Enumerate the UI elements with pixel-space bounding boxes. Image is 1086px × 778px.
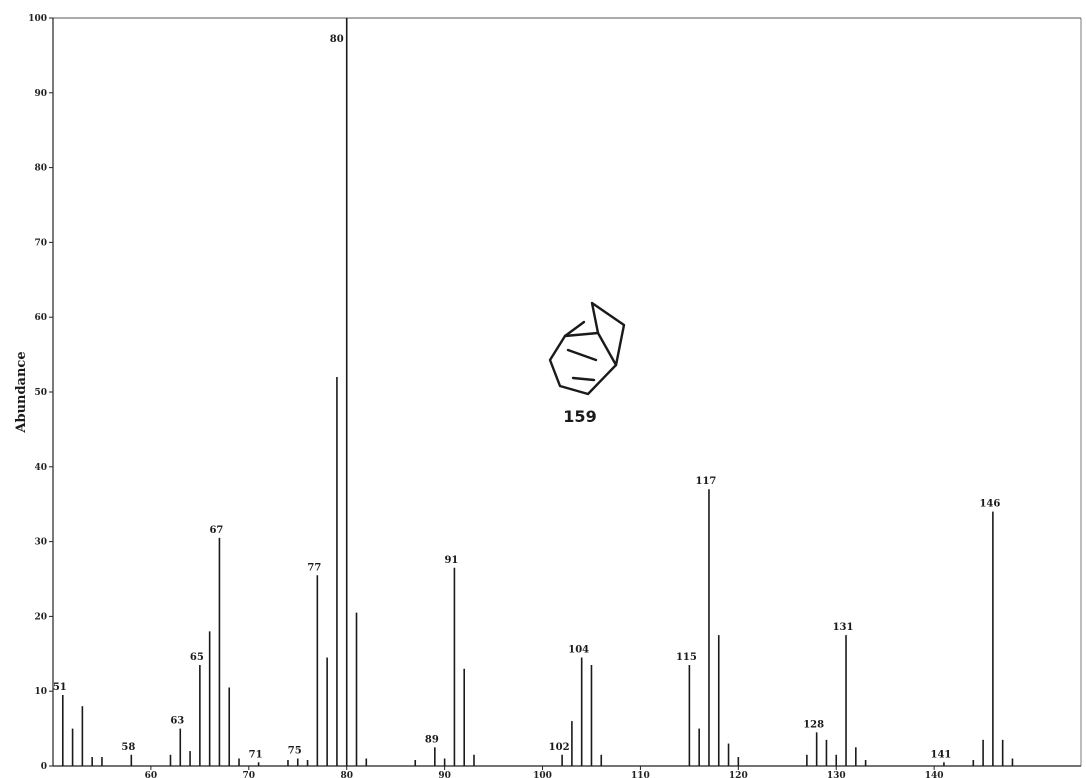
peak-label-102: 102 <box>549 742 570 753</box>
peak-label-89: 89 <box>425 734 439 745</box>
x-tick-label-100: 100 <box>533 771 552 778</box>
x-tick-label-60: 60 <box>145 771 158 778</box>
peak-label-91: 91 <box>444 555 458 566</box>
y-tick-label-30: 30 <box>34 538 47 548</box>
peak-label-141: 141 <box>930 749 951 760</box>
x-tick-label-120: 120 <box>729 771 748 778</box>
y-tick-label-40: 40 <box>34 463 47 473</box>
peak-label-131: 131 <box>833 622 854 633</box>
peak-label-71: 71 <box>249 749 263 760</box>
peak-label-75: 75 <box>288 746 302 757</box>
y-tick-label-0: 0 <box>41 762 47 772</box>
molecule-structure <box>548 301 626 396</box>
peak-label-104: 104 <box>568 645 589 656</box>
y-tick-label-20: 20 <box>34 612 47 622</box>
x-tick-label-140: 140 <box>925 771 944 778</box>
peak-label-146: 146 <box>979 499 1000 510</box>
y-tick-label-70: 70 <box>34 238 47 248</box>
x-tick-label-130: 130 <box>827 771 846 778</box>
y-tick-label-60: 60 <box>34 313 47 323</box>
x-tick-label-70: 70 <box>243 771 256 778</box>
peak-labels: 51 58 63 65 67 71 75 77 80 89 91 102 104 115 117 128 131… <box>53 34 1001 760</box>
y-tick-label-10: 10 <box>34 687 47 697</box>
y-tick-label-90: 90 <box>34 89 47 99</box>
y-tick-label-100: 100 <box>28 14 47 24</box>
peak-label-117: 117 <box>696 476 717 487</box>
x-tick-label-80: 80 <box>340 771 353 778</box>
compound-number: 159 <box>563 407 596 426</box>
peak-label-128: 128 <box>803 719 824 730</box>
y-axis-label: Abundance <box>14 351 29 433</box>
x-tick-label-90: 90 <box>438 771 451 778</box>
peak-label-67: 67 <box>209 525 223 536</box>
y-tick-label-50: 50 <box>34 388 47 398</box>
y-ticks: 0 10 20 30 40 50 60 70 80 90 100 <box>28 14 53 772</box>
y-tick-label-80: 80 <box>34 164 47 174</box>
peak-label-115: 115 <box>676 652 697 663</box>
peak-label-80: 80 <box>330 34 344 45</box>
peaks <box>61 18 1014 766</box>
x-ticks: 60 70 80 90 100 110 120 130 140 <box>145 766 944 778</box>
peak-label-65: 65 <box>190 652 204 663</box>
peak-label-51: 51 <box>53 682 67 693</box>
x-tick-label-110: 110 <box>631 771 650 778</box>
peak-label-58: 58 <box>121 742 135 753</box>
peak-label-77: 77 <box>307 562 321 573</box>
peak-label-63: 63 <box>170 716 184 727</box>
